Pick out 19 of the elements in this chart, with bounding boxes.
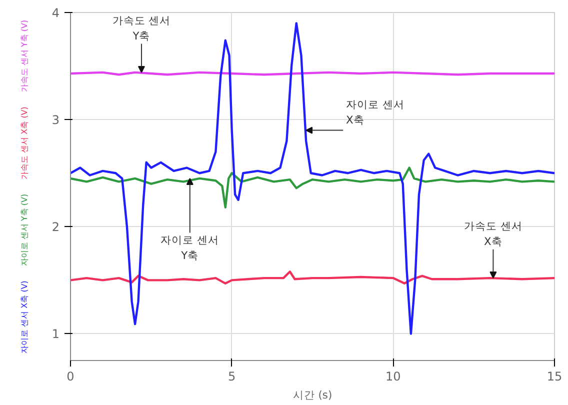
text: 자이로 센서 Y축 (V): [20, 194, 29, 266]
y-tick-label: 1: [52, 327, 60, 342]
annotation: 가속도 센서 Y축: [112, 14, 171, 42]
y-tick-label: 2: [52, 220, 60, 234]
text: 자이로 센서 X축 (V): [20, 280, 29, 354]
annotation: 자이로 센서 X축: [346, 98, 404, 127]
text: 가속도 센서 X축 (V): [20, 106, 29, 180]
x-tick-label: 10: [386, 370, 401, 384]
annotation: 자이로 센서 Y축: [160, 233, 220, 262]
line-series: [70, 270, 554, 285]
x-tick-label: 15: [546, 370, 562, 384]
x-axis-title: 시간 (s): [292, 388, 332, 402]
y-tick-label: 3: [52, 113, 60, 128]
annotation: 가속도 센서 X축: [464, 219, 522, 248]
x-tick-label: 5: [228, 370, 236, 384]
y-tick-label: 4: [52, 6, 60, 20]
text: 가속도 센서 Y축 (V): [20, 20, 29, 92]
line-series: [70, 166, 554, 208]
x-tick-label: 0: [66, 370, 74, 384]
